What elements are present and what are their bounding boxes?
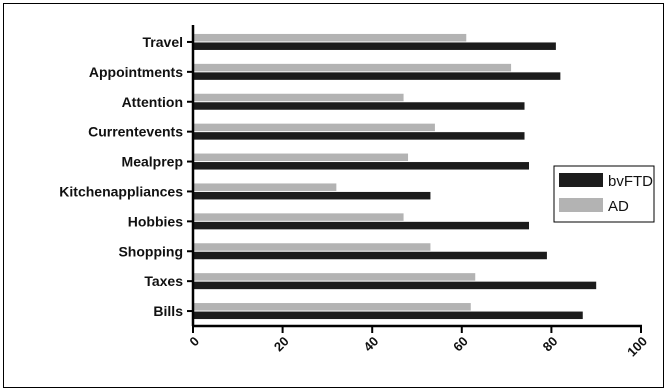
- bar-ad-appointments: [193, 63, 512, 72]
- bar-ad-kitchenappliances: [193, 183, 337, 191]
- x-tick-label-0: 0: [186, 334, 202, 350]
- x-tick-label-40: 40: [360, 334, 381, 355]
- category-label-mealprep: Mealprep: [122, 154, 183, 170]
- bar-bvftd-appointments: [193, 72, 561, 80]
- x-tick-label-60: 60: [450, 334, 471, 355]
- category-label-currentevents: Currentevents: [88, 124, 183, 140]
- legend-swatch-bvftd: [559, 173, 603, 187]
- bar-bvftd-kitchenappliances: [193, 191, 431, 200]
- category-label-travel: Travel: [143, 34, 183, 50]
- x-tick-label-20: 20: [271, 334, 292, 355]
- bar-bvftd-mealprep: [193, 162, 529, 170]
- category-label-kitchenappliances: Kitchenappliances: [59, 183, 183, 199]
- bar-ad-hobbies: [193, 213, 404, 221]
- bar-ad-bills: [193, 303, 471, 311]
- category-label-hobbies: Hobbies: [128, 213, 183, 229]
- category-label-appointments: Appointments: [89, 64, 183, 80]
- category-labels: Travel Appointments Attention Currentevents…: [59, 34, 183, 319]
- bar-ad-attention: [193, 93, 404, 102]
- category-label-bills: Bills: [153, 303, 183, 319]
- bar-ad-taxes: [193, 273, 476, 281]
- x-tick-labels: 0 20 40 60 80 100: [186, 334, 650, 360]
- bar-bvftd-shopping: [193, 251, 547, 260]
- category-label-shopping: Shopping: [118, 243, 183, 259]
- bar-ad-shopping: [193, 243, 431, 251]
- legend-swatch-ad: [559, 198, 603, 212]
- category-label-attention: Attention: [122, 94, 183, 110]
- legend: bvFTD AD: [553, 165, 655, 223]
- bar-bvftd-attention: [193, 102, 525, 110]
- bar-bvftd-taxes: [193, 281, 597, 290]
- bar-ad-travel: [193, 33, 467, 42]
- legend-label-bvftd: bvFTD: [608, 173, 653, 190]
- chart-frame: [3, 3, 664, 388]
- bar-bvftd-currentevents: [193, 132, 525, 140]
- bar-bvftd-travel: [193, 42, 556, 50]
- bar-bvftd-hobbies: [193, 221, 529, 230]
- x-tick-label-80: 80: [540, 334, 561, 355]
- bar-ad-mealprep: [193, 153, 409, 162]
- legend-label-ad: AD: [608, 198, 629, 215]
- category-label-taxes: Taxes: [144, 273, 183, 289]
- bars-group: [193, 33, 597, 320]
- bar-ad-currentevents: [193, 123, 435, 132]
- x-tick-label-100: 100: [624, 334, 650, 360]
- bar-bvftd-bills: [193, 311, 583, 320]
- axes-group: [187, 25, 642, 333]
